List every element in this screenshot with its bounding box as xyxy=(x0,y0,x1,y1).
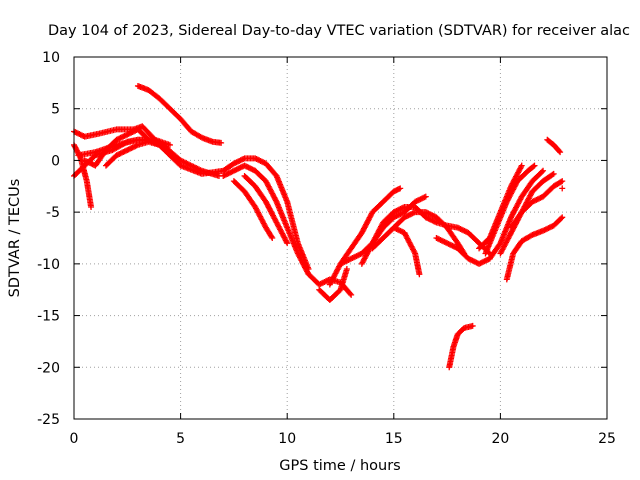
y-tick-label: -5 xyxy=(46,205,60,221)
data-point xyxy=(469,322,476,329)
data-point xyxy=(166,141,173,148)
y-tick-label: 0 xyxy=(51,153,60,169)
x-tick-label: 5 xyxy=(176,431,185,447)
x-tick-label: 0 xyxy=(70,431,79,447)
data-point xyxy=(348,291,355,298)
data-point xyxy=(557,149,564,156)
data-point xyxy=(559,214,566,221)
data-point xyxy=(550,170,557,177)
chart-title: Day 104 of 2023, Sidereal Day-to-day VTE… xyxy=(48,23,630,39)
data-point xyxy=(397,185,404,192)
series-arc-o xyxy=(369,224,423,278)
data-points xyxy=(71,82,566,371)
y-tick-label: -15 xyxy=(37,309,60,325)
series-arc-n xyxy=(358,203,493,267)
data-point xyxy=(218,139,225,146)
series-arc-u xyxy=(486,167,547,262)
data-point xyxy=(343,266,350,273)
plot-frame xyxy=(73,56,608,420)
series-arc-p xyxy=(390,209,468,257)
series-arc-k xyxy=(316,266,350,304)
data-point xyxy=(284,240,291,247)
data-point xyxy=(156,141,163,148)
series-arc-j xyxy=(241,172,291,247)
y-tick-label: -20 xyxy=(37,360,60,376)
data-point xyxy=(518,162,525,169)
data-point xyxy=(416,271,423,278)
y-tick-label: -10 xyxy=(37,257,60,273)
series-arc-y xyxy=(544,136,564,156)
series-arc-w xyxy=(508,178,566,231)
y-tick-label: -25 xyxy=(37,412,60,428)
y-tick-label: 10 xyxy=(42,50,60,66)
series-arc-e xyxy=(81,126,152,169)
series-arc-x xyxy=(503,214,566,283)
series-arc-f xyxy=(102,138,163,169)
data-point xyxy=(559,185,566,192)
x-tick-label: 10 xyxy=(278,431,296,447)
x-axis-label: GPS time / hours xyxy=(279,458,400,474)
data-point xyxy=(88,203,95,210)
data-point xyxy=(540,167,547,174)
data-point xyxy=(531,162,538,169)
series-arc-i xyxy=(230,178,276,241)
data-point xyxy=(269,235,276,241)
series-arc-g xyxy=(134,82,225,146)
y-axis-label: SDTVAR / TECUs xyxy=(7,179,23,298)
x-tick-label: 20 xyxy=(491,431,509,447)
x-tick-label: 15 xyxy=(385,431,403,447)
series-arc-r xyxy=(446,322,476,371)
series-arc-q xyxy=(433,235,493,267)
data-point xyxy=(422,193,429,200)
axis-ticks: 0 5 10 15 20 25 -25 -20 -15 -10 -5 0 5 10 xyxy=(37,50,616,447)
data-point xyxy=(559,178,566,185)
series-arc-z xyxy=(559,185,566,192)
series-arc-t xyxy=(482,162,538,257)
x-tick-label: 25 xyxy=(598,431,616,447)
y-tick-label: 5 xyxy=(51,102,60,118)
